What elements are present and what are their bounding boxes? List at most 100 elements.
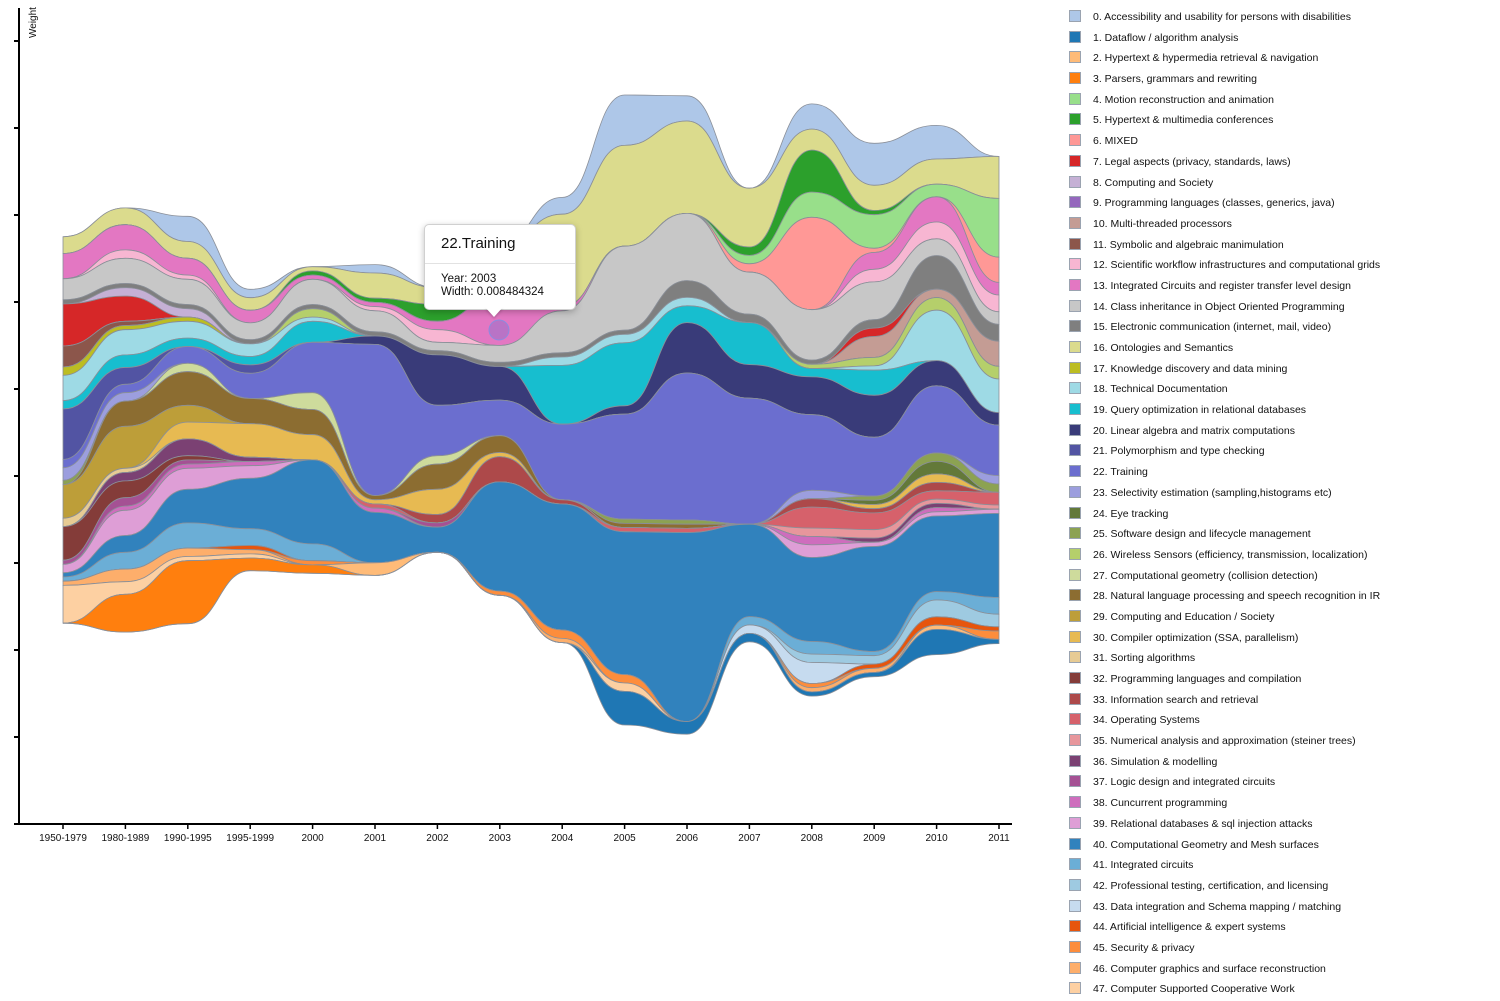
legend-item-38[interactable]: 38. Cuncurrent programming	[1066, 794, 1496, 815]
x-tick-label: 2000	[301, 833, 324, 844]
legend-item-37[interactable]: 37. Logic design and integrated circuits	[1066, 773, 1496, 794]
legend-swatch	[1069, 651, 1081, 664]
legend-item-1[interactable]: 1. Dataflow / algorithm analysis	[1066, 29, 1496, 50]
legend-item-8[interactable]: 8. Computing and Society	[1066, 174, 1496, 195]
legend-item-26[interactable]: 26. Wireless Sensors (efficiency, transm…	[1066, 546, 1496, 567]
legend-item-40[interactable]: 40. Computational Geometry and Mesh surf…	[1066, 836, 1496, 857]
legend-item-31[interactable]: 31. Sorting algorithms	[1066, 649, 1496, 670]
legend-label: 14. Class inheritance in Object Oriented…	[1093, 300, 1345, 313]
legend-item-10[interactable]: 10. Multi-threaded processors	[1066, 215, 1496, 236]
legend-label: 40. Computational Geometry and Mesh surf…	[1093, 838, 1319, 851]
legend-item-36[interactable]: 36. Simulation & modelling	[1066, 753, 1496, 774]
x-axis: 1950-1979 1980-1989 1990-1995 1995-1999 2000…	[19, 823, 1012, 844]
legend-label: 4. Motion reconstruction and animation	[1093, 93, 1274, 106]
legend-item-41[interactable]: 41. Integrated circuits	[1066, 856, 1496, 877]
legend-swatch	[1069, 858, 1081, 871]
tooltip: 22.Training Year: 2003 Width: 0.00848432…	[424, 224, 576, 310]
stream-layers	[62, 94, 1000, 735]
legend-label: 12. Scientific workflow infrastructures …	[1093, 259, 1381, 272]
legend-item-16[interactable]: 16. Ontologies and Semantics	[1066, 339, 1496, 360]
x-tick-label: 2001	[364, 833, 387, 844]
legend-label: 21. Polymorphism and type checking	[1093, 445, 1265, 458]
legend-item-4[interactable]: 4. Motion reconstruction and animation	[1066, 91, 1496, 112]
legend-swatch	[1069, 216, 1081, 229]
x-tick-label: 2002	[426, 833, 449, 844]
legend-swatch	[1069, 403, 1081, 416]
legend-label: 25. Software design and lifecycle manage…	[1093, 528, 1311, 541]
legend-swatch	[1069, 134, 1081, 147]
legend-swatch	[1069, 423, 1081, 436]
legend-item-17[interactable]: 17. Knowledge discovery and data mining	[1066, 360, 1496, 381]
legend-label: 35. Numerical analysis and approximation…	[1093, 735, 1356, 748]
legend-item-22[interactable]: 22. Training	[1066, 463, 1496, 484]
x-tick-label: 1950-1979	[39, 833, 87, 844]
legend-swatch	[1069, 609, 1081, 622]
legend-item-0[interactable]: 0. Accessibility and usability for perso…	[1066, 8, 1496, 29]
legend-swatch	[1069, 361, 1081, 374]
legend-label: 43. Data integration and Schema mapping …	[1093, 900, 1342, 913]
legend-item-14[interactable]: 14. Class inheritance in Object Oriented…	[1066, 298, 1496, 319]
legend-item-32[interactable]: 32. Programming languages and compilatio…	[1066, 670, 1496, 691]
legend-item-25[interactable]: 25. Software design and lifecycle manage…	[1066, 525, 1496, 546]
legend-swatch	[1069, 816, 1081, 829]
legend-item-15[interactable]: 15. Electronic communication (internet, …	[1066, 318, 1496, 339]
legend-swatch	[1069, 51, 1081, 64]
legend-item-21[interactable]: 21. Polymorphism and type checking	[1066, 442, 1496, 463]
legend-item-5[interactable]: 5. Hypertext & multimedia conferences	[1066, 111, 1496, 132]
legend-item-28[interactable]: 28. Natural language processing and spee…	[1066, 587, 1496, 608]
legend-swatch	[1069, 754, 1081, 767]
legend-item-2[interactable]: 2. Hypertext & hypermedia retrieval & na…	[1066, 49, 1496, 70]
hover-marker	[488, 319, 510, 341]
legend-item-23[interactable]: 23. Selectivity estimation (sampling,his…	[1066, 484, 1496, 505]
legend-item-30[interactable]: 30. Compiler optimization (SSA, parallel…	[1066, 629, 1496, 650]
legend-item-27[interactable]: 27. Computational geometry (collision de…	[1066, 567, 1496, 588]
legend-label: 5. Hypertext & multimedia conferences	[1093, 114, 1274, 127]
x-tick-label: 1995-1999	[226, 833, 274, 844]
legend-swatch	[1069, 320, 1081, 333]
legend-item-3[interactable]: 3. Parsers, grammars and rewriting	[1066, 70, 1496, 91]
legend-swatch	[1069, 30, 1081, 43]
legend-swatch	[1069, 589, 1081, 602]
legend-item-45[interactable]: 45. Security & privacy	[1066, 939, 1496, 960]
x-tick-label: 2006	[676, 833, 699, 844]
legend-label: 39. Relational databases & sql injection…	[1093, 817, 1313, 830]
legend-swatch	[1069, 920, 1081, 933]
legend-swatch	[1069, 382, 1081, 395]
legend-item-11[interactable]: 11. Symbolic and algebraic manimulation	[1066, 236, 1496, 257]
legend-item-33[interactable]: 33. Information search and retrieval	[1066, 691, 1496, 712]
legend-label: 8. Computing and Society	[1093, 176, 1214, 189]
legend-item-43[interactable]: 43. Data integration and Schema mapping …	[1066, 898, 1496, 919]
legend-label: 11. Symbolic and algebraic manimulation	[1093, 238, 1284, 251]
legend-swatch	[1069, 692, 1081, 705]
legend-item-20[interactable]: 20. Linear algebra and matrix computatio…	[1066, 422, 1496, 443]
legend-label: 42. Professional testing, certification,…	[1093, 879, 1329, 892]
legend-label: 34. Operating Systems	[1093, 714, 1200, 727]
legend-item-18[interactable]: 18. Technical Documentation	[1066, 380, 1496, 401]
legend-item-9[interactable]: 9. Programming languages (classes, gener…	[1066, 194, 1496, 215]
x-tick-label: 1980-1989	[101, 833, 149, 844]
legend-item-46[interactable]: 46. Computer graphics and surface recons…	[1066, 960, 1496, 981]
legend-item-29[interactable]: 29. Computing and Education / Society	[1066, 608, 1496, 629]
legend-item-34[interactable]: 34. Operating Systems	[1066, 711, 1496, 732]
legend-item-7[interactable]: 7. Legal aspects (privacy, standards, la…	[1066, 153, 1496, 174]
legend-item-44[interactable]: 44. Artificial intelligence & expert sys…	[1066, 918, 1496, 939]
legend-label: 3. Parsers, grammars and rewriting	[1093, 73, 1257, 86]
legend-item-47[interactable]: 47. Computer Supported Cooperative Work	[1066, 980, 1496, 1001]
x-tick-label: 2010	[925, 833, 948, 844]
x-tick-label: 1990-1995	[164, 833, 212, 844]
legend-item-13[interactable]: 13. Integrated Circuits and register tra…	[1066, 277, 1496, 298]
legend-item-12[interactable]: 12. Scientific workflow infrastructures …	[1066, 256, 1496, 277]
legend-item-6[interactable]: 6. MIXED	[1066, 132, 1496, 153]
legend-label: 32. Programming languages and compilatio…	[1093, 673, 1302, 685]
legend-item-35[interactable]: 35. Numerical analysis and approximation…	[1066, 732, 1496, 753]
legend-label: 7. Legal aspects (privacy, standards, la…	[1093, 155, 1291, 168]
legend-item-39[interactable]: 39. Relational databases & sql injection…	[1066, 815, 1496, 836]
legend-item-42[interactable]: 42. Professional testing, certification,…	[1066, 877, 1496, 898]
legend-label: 46. Computer graphics and surface recons…	[1093, 962, 1326, 975]
legend-item-24[interactable]: 24. Eye tracking	[1066, 505, 1496, 526]
stream-layer-1[interactable]	[62, 551, 1000, 735]
legend-label: 26. Wireless Sensors (efficiency, transm…	[1093, 548, 1368, 561]
legend-item-19[interactable]: 19. Query optimization in relational dat…	[1066, 401, 1496, 422]
legend-label: 27. Computational geometry (collision de…	[1093, 569, 1318, 582]
tooltip-arrow	[485, 307, 503, 317]
